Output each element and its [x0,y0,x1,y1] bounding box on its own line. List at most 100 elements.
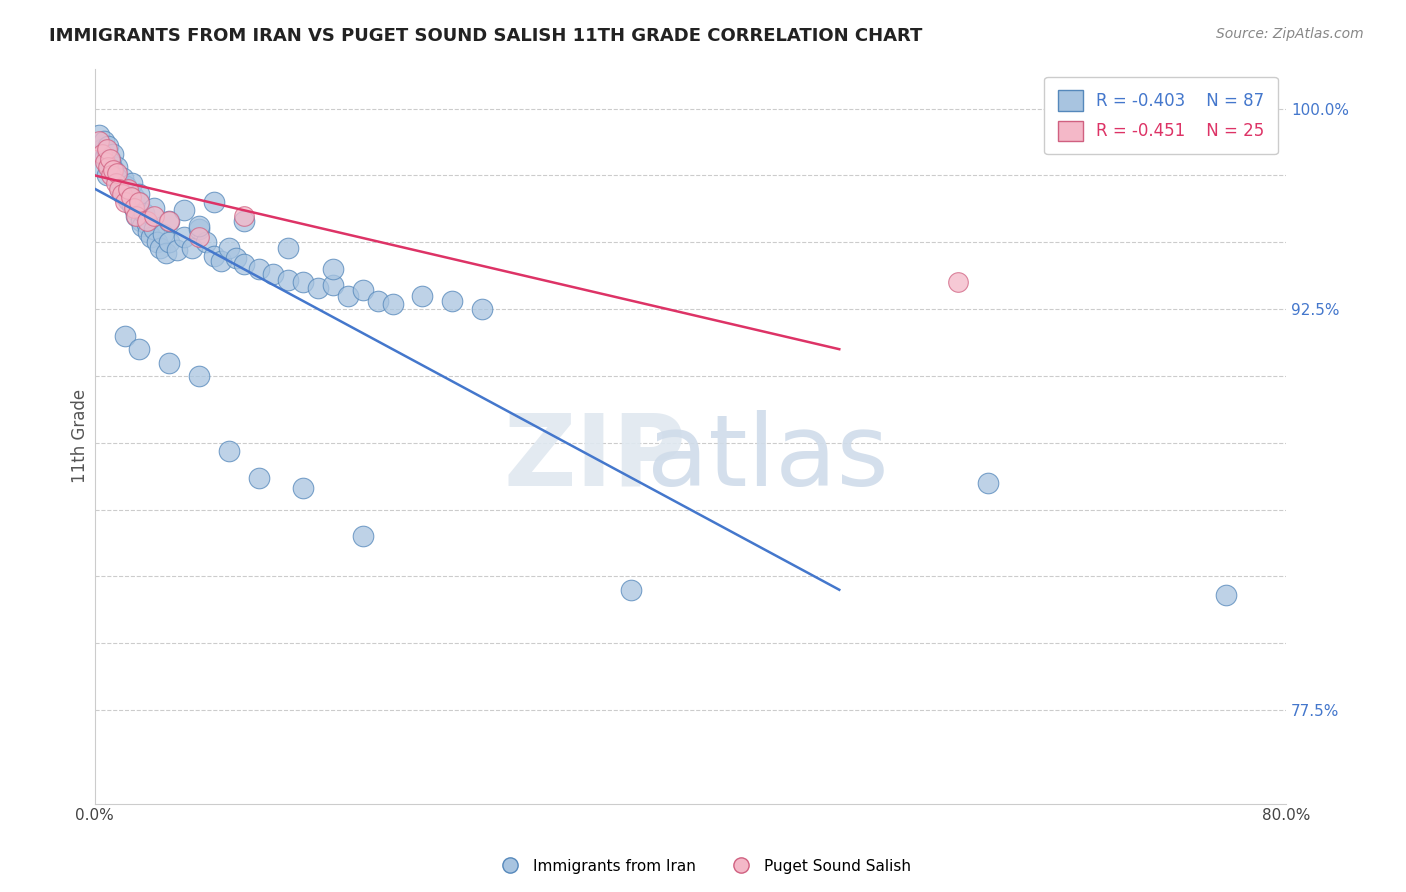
Point [166,244,188,258]
Point [89,128,111,143]
Point [247,262,270,277]
Point [125,209,148,223]
Point [131,219,153,234]
Point [101,163,124,178]
Point [471,302,494,317]
Point [157,355,180,369]
Point [89,134,111,148]
Text: atlas: atlas [647,409,889,507]
Point [948,276,970,290]
Point [96,169,118,183]
Point [322,278,344,293]
Point [367,294,389,309]
Y-axis label: 11th Grade: 11th Grade [72,389,89,483]
Point [180,241,202,255]
Point [114,182,136,196]
Point [94,150,117,164]
Point [121,177,143,191]
Point [105,161,128,175]
Point [91,142,114,156]
Point [188,230,211,244]
Point [114,195,136,210]
Point [105,166,128,180]
Point [98,155,121,169]
Point [110,177,132,191]
Point [307,281,329,295]
Point [218,241,240,255]
Point [107,174,129,188]
Point [101,163,124,178]
Point [128,195,150,210]
Point [322,262,344,277]
Point [352,529,374,543]
Point [620,582,643,597]
Point [143,222,166,236]
Point [117,182,139,196]
Point [98,153,121,167]
Point [112,171,135,186]
Point [232,209,254,223]
Point [188,222,211,236]
Point [441,294,464,309]
Point [124,203,146,218]
Legend: R = -0.403    N = 87, R = -0.451    N = 25: R = -0.403 N = 87, R = -0.451 N = 25 [1045,77,1278,154]
Point [263,268,285,282]
Point [352,284,374,298]
Point [104,177,127,191]
Point [247,470,270,484]
Point [173,203,195,218]
Point [157,214,180,228]
Point [277,273,299,287]
Point [128,195,150,210]
Point [125,209,148,223]
Point [138,225,160,239]
Point [141,230,163,244]
Point [105,171,128,186]
Point [114,187,136,202]
Point [91,161,114,175]
Point [107,182,129,196]
Point [225,252,247,266]
Point [114,328,136,343]
Point [157,214,180,228]
Text: ZIP: ZIP [503,409,686,507]
Point [149,241,172,255]
Point [110,187,132,202]
Point [173,230,195,244]
Point [101,147,124,161]
Point [202,249,225,263]
Point [118,185,141,199]
Point [132,206,155,220]
Point [277,241,299,255]
Point [129,214,152,228]
Point [135,217,157,231]
Text: IMMIGRANTS FROM IRAN VS PUGET SOUND SALISH 11TH GRADE CORRELATION CHART: IMMIGRANTS FROM IRAN VS PUGET SOUND SALI… [49,27,922,45]
Point [195,235,218,250]
Point [96,142,118,156]
Point [97,161,120,175]
Legend: Immigrants from Iran, Puget Sound Salish: Immigrants from Iran, Puget Sound Salish [488,853,918,880]
Point [381,297,404,311]
Point [122,190,145,204]
Point [122,201,145,215]
Point [1215,588,1237,602]
Point [155,246,177,260]
Point [977,475,1000,490]
Point [91,147,114,161]
Point [188,368,211,383]
Point [108,182,131,196]
Point [94,155,117,169]
Point [157,235,180,250]
Point [117,193,139,207]
Point [143,201,166,215]
Point [96,145,118,159]
Point [232,257,254,271]
Point [143,209,166,223]
Point [146,235,169,250]
Point [103,163,125,178]
Point [292,481,315,495]
Point [218,443,240,458]
Point [135,214,157,228]
Point [336,289,359,303]
Point [188,219,211,234]
